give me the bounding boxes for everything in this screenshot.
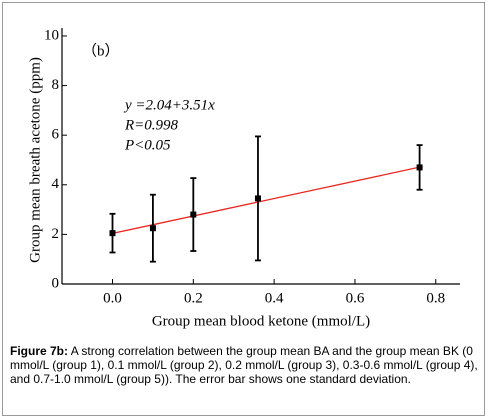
y-tick-label: 2: [52, 226, 60, 242]
annotation: y =2.04+3.51x: [123, 97, 215, 113]
caption-label: Figure 7b:: [10, 344, 69, 358]
y-tick-label: 4: [52, 176, 60, 192]
caption: Figure 7b: A strong correlation between …: [10, 344, 478, 386]
point: [149, 225, 156, 232]
point: [190, 211, 197, 218]
x-tick-label: 0.2: [184, 290, 203, 306]
caption-text: A strong correlation between the group m…: [10, 344, 478, 386]
x-tick-label: 0.4: [265, 290, 284, 306]
y-tick-label: 10: [44, 27, 59, 43]
point: [254, 195, 261, 202]
x-tick-label: 0.6: [346, 290, 365, 306]
point: [416, 164, 423, 171]
y-tick-label: 6: [52, 127, 60, 143]
chart: （b） y =2.04+3.51x R=0.998 P<0.05 Group m…: [27, 27, 460, 329]
x-tick-label: 0.8: [426, 290, 445, 306]
panel-label: （b）: [82, 42, 120, 59]
y-tick-label: 8: [52, 77, 60, 93]
point: [109, 230, 116, 237]
y-tick-label: 0: [52, 275, 60, 291]
annotation: R=0.998: [124, 117, 179, 133]
x-tick-label: 0.0: [103, 290, 122, 306]
figure-frame: [2, 2, 485, 416]
fit-line: [112, 166, 420, 235]
annotation: P<0.05: [124, 137, 171, 153]
x-axis-title: Group mean blood ketone (mmol/L): [152, 313, 370, 329]
y-axis-title: Group mean breath acetone (ppm): [27, 57, 43, 263]
